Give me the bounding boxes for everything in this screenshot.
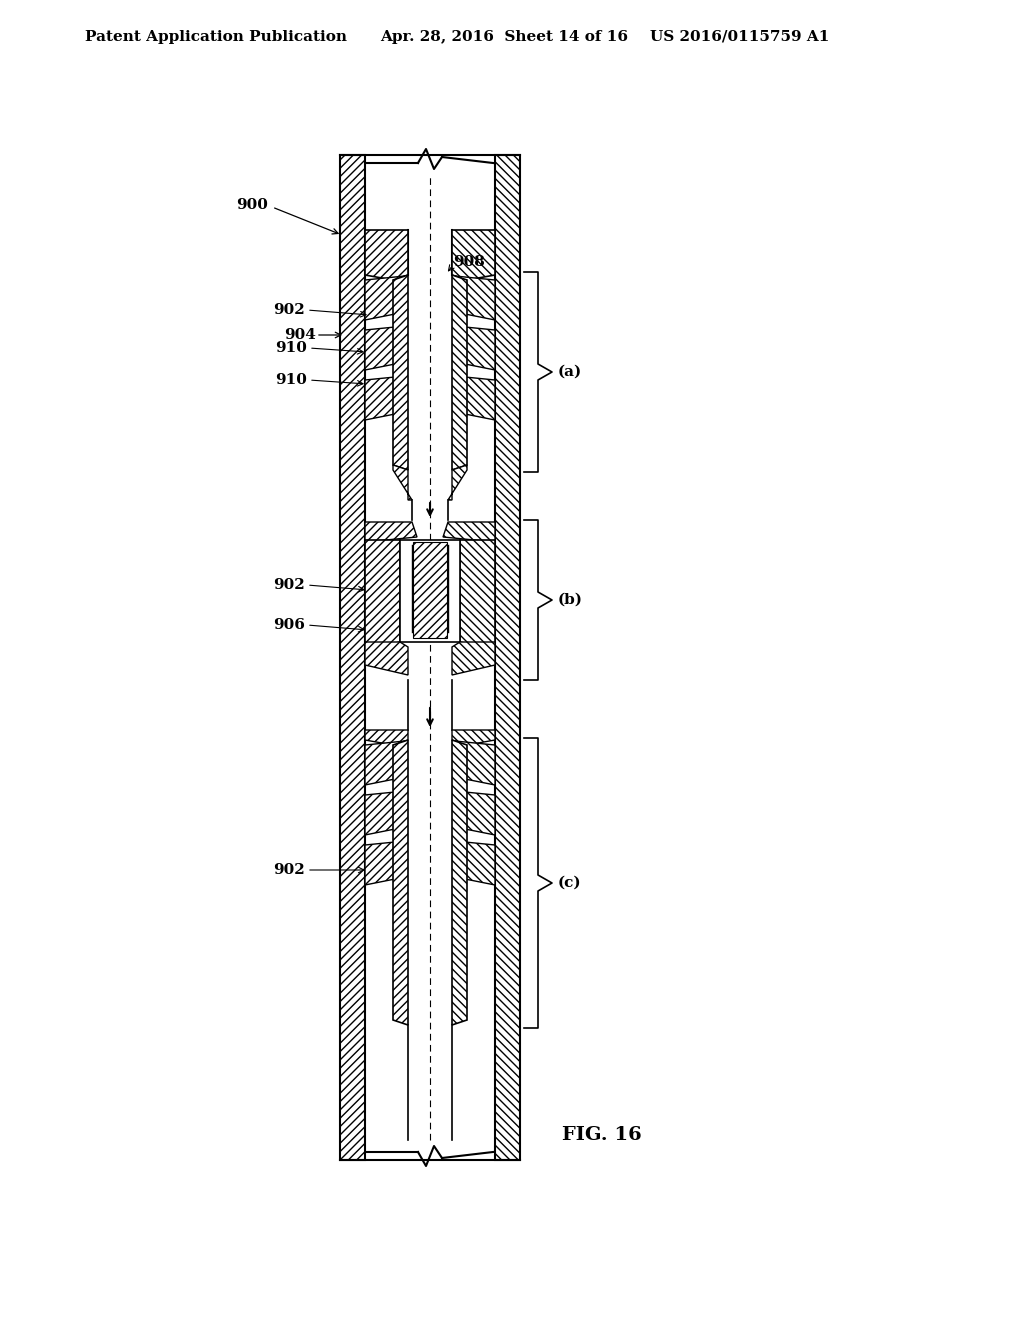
Polygon shape [452, 642, 495, 675]
Polygon shape [413, 543, 447, 638]
Polygon shape [455, 741, 495, 785]
Polygon shape [340, 154, 365, 1160]
Text: (b): (b) [558, 593, 583, 607]
Polygon shape [455, 841, 495, 884]
Polygon shape [460, 540, 495, 649]
Text: Patent Application Publication: Patent Application Publication [85, 30, 347, 44]
Polygon shape [452, 741, 467, 1026]
Text: 902: 902 [273, 304, 305, 317]
Polygon shape [455, 326, 495, 370]
Polygon shape [455, 276, 495, 319]
Polygon shape [365, 521, 417, 543]
Polygon shape [455, 791, 495, 836]
Text: (a): (a) [558, 366, 583, 379]
Text: Apr. 28, 2016  Sheet 14 of 16: Apr. 28, 2016 Sheet 14 of 16 [380, 30, 628, 44]
Polygon shape [365, 741, 406, 785]
Polygon shape [365, 730, 408, 744]
Polygon shape [393, 465, 412, 500]
Text: 904: 904 [284, 327, 316, 342]
Polygon shape [365, 276, 406, 319]
Polygon shape [365, 642, 408, 675]
Polygon shape [452, 230, 495, 280]
Polygon shape [365, 376, 406, 420]
Polygon shape [365, 540, 400, 649]
Polygon shape [365, 841, 406, 884]
Polygon shape [365, 230, 408, 280]
Text: US 2016/0115759 A1: US 2016/0115759 A1 [650, 30, 829, 44]
Text: 902: 902 [273, 863, 305, 876]
Text: 902: 902 [273, 578, 305, 591]
Text: 900: 900 [237, 198, 268, 213]
Text: 906: 906 [273, 618, 305, 632]
Polygon shape [452, 730, 495, 744]
Polygon shape [449, 465, 467, 500]
Text: 908: 908 [453, 255, 485, 269]
Polygon shape [393, 275, 408, 470]
Polygon shape [400, 540, 460, 642]
Polygon shape [455, 376, 495, 420]
Polygon shape [365, 791, 406, 836]
Polygon shape [443, 521, 495, 543]
Text: 910: 910 [275, 374, 307, 387]
Polygon shape [452, 275, 467, 470]
Polygon shape [495, 154, 520, 1160]
Polygon shape [393, 741, 408, 1026]
Polygon shape [365, 326, 406, 370]
Text: FIG. 16: FIG. 16 [562, 1126, 642, 1144]
Text: 910: 910 [275, 341, 307, 355]
Text: (c): (c) [558, 876, 582, 890]
